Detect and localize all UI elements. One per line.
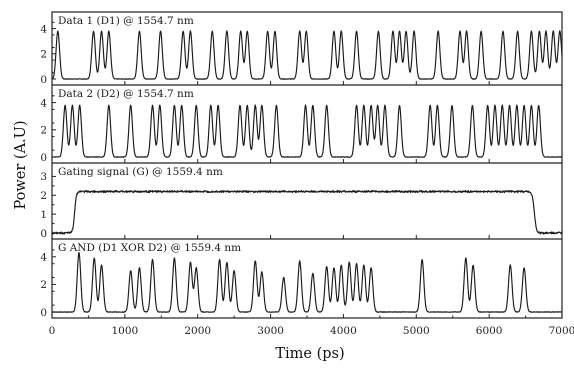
x-tick-label: 5000 xyxy=(403,325,430,337)
y-axis-label: Power (A.U) xyxy=(13,120,29,209)
x-tick-label: 0 xyxy=(49,325,56,337)
trace-2 xyxy=(51,104,563,158)
panel-label: Gating signal (G) @ 1559.4 nm xyxy=(58,166,223,178)
y-tick-label: 4 xyxy=(40,97,47,109)
x-tick-label: 6000 xyxy=(476,325,503,337)
panel-label: Data 2 (D2) @ 1554.7 nm xyxy=(58,88,194,100)
panel-1: 0 2 4 Data 1 (D1) @ 1554.7 nm xyxy=(40,15,563,86)
y-tick-label: 2 xyxy=(40,125,47,137)
trace-1 xyxy=(51,30,563,80)
x-axis-label: Time (ps) xyxy=(275,346,344,362)
y-tick-label: 2 xyxy=(40,190,47,202)
y-tick-label: 0 xyxy=(40,228,47,240)
panel-4: 0 2 4 G AND (D1 XOR D2) @ 1559.4 nm xyxy=(40,242,563,319)
y-tick-label: 4 xyxy=(40,23,47,35)
y-tick-label: 2 xyxy=(40,49,47,61)
x-tick-label: 7000 xyxy=(549,325,574,337)
y-tick-label: 0 xyxy=(40,74,47,86)
x-axis: 0 1000 2000 3000 4000 5000 6000 7000 xyxy=(49,81,574,337)
y-tick-label: 3 xyxy=(40,171,47,183)
x-tick-label: 1000 xyxy=(111,325,138,337)
x-tick-label: 2000 xyxy=(184,325,211,337)
y-tick-label: 4 xyxy=(40,252,47,264)
trace-3 xyxy=(51,189,563,235)
y-tick-label: 0 xyxy=(40,307,47,319)
y-tick-label: 0 xyxy=(40,152,47,164)
x-tick-label: 4000 xyxy=(330,325,357,337)
x-tick-label: 3000 xyxy=(257,325,284,337)
y-tick-label: 1 xyxy=(40,209,47,221)
panel-2: 0 2 4 Data 2 (D2) @ 1554.7 nm xyxy=(40,88,563,164)
panel-label: Data 1 (D1) @ 1554.7 nm xyxy=(58,15,194,27)
y-tick-label: 2 xyxy=(40,279,47,291)
panel-3: 0 1 2 3 Gating signal (G) @ 1559.4 nm xyxy=(40,166,563,240)
panel-label: G AND (D1 XOR D2) @ 1559.4 nm xyxy=(58,242,241,254)
panels: 0 2 4 Data 1 (D1) @ 1554.7 nm 0 2 4 Data 2 (D2)… xyxy=(40,11,563,319)
trace-4 xyxy=(51,251,563,313)
